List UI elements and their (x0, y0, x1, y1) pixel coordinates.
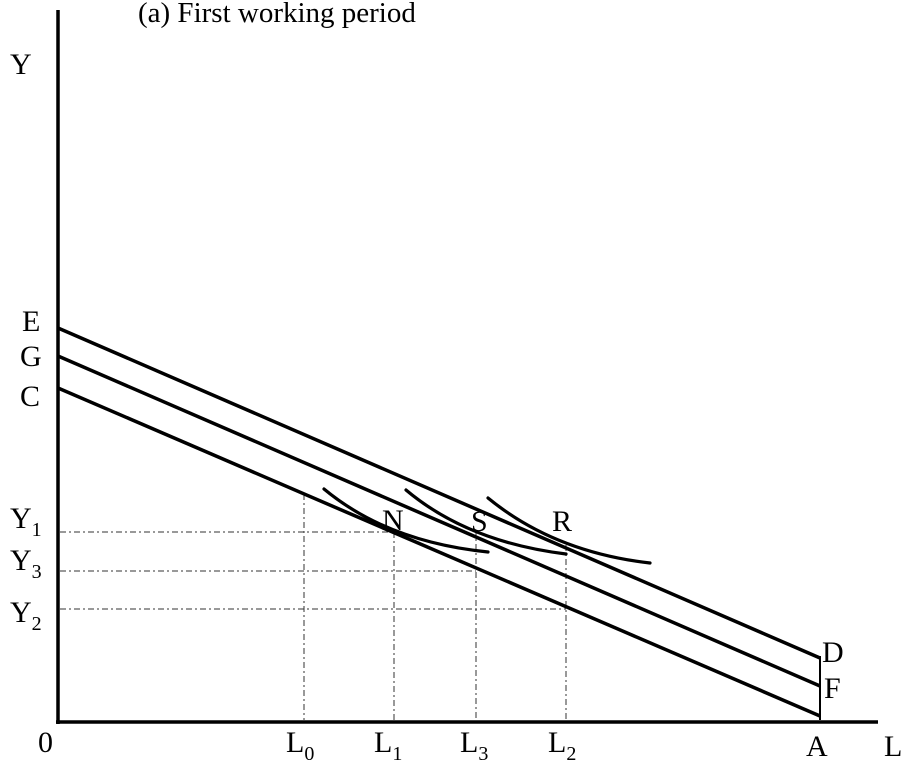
indifference-curve-N (322, 487, 490, 554)
point-label-R: R (552, 505, 572, 538)
intercept-label-C: C (20, 380, 40, 413)
origin-label: 0 (38, 726, 53, 759)
indifference-curve-S (404, 488, 568, 556)
x-level-label-l3: L3 (460, 726, 488, 765)
y-level-label-y1: Y1 (10, 502, 42, 541)
end-label-F: F (824, 672, 841, 705)
y-level-label-y3: Y3 (10, 544, 42, 583)
budget-line-CA (57, 386, 821, 718)
end-label-D: D (822, 636, 844, 669)
x-axis-label: L (884, 730, 902, 763)
end-label-A: A (806, 730, 828, 763)
indifference-curve-R (486, 496, 652, 565)
y-axis-label: Y (10, 48, 32, 81)
y-level-label-y2: Y2 (10, 596, 42, 635)
intercept-label-G: G (20, 340, 42, 373)
x-level-label-l0: L0 (286, 726, 314, 765)
budget-line-ED (57, 326, 821, 660)
budget-line-GF (57, 354, 821, 688)
point-label-N: N (382, 504, 404, 537)
diagram-title: (a) First working period (138, 0, 416, 29)
point-label-S: S (471, 505, 488, 538)
intercept-label-E: E (22, 305, 40, 338)
x-level-label-l2: L2 (548, 726, 576, 765)
x-level-label-l1: L1 (374, 726, 402, 765)
